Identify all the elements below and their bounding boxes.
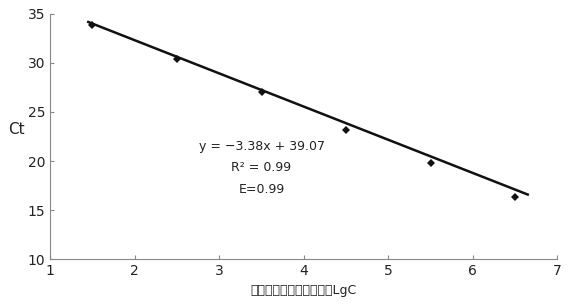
Text: R² = 0.99: R² = 0.99 [231,161,292,174]
Text: y = −3.38x + 39.07: y = −3.38x + 39.07 [198,140,324,153]
Text: E=0.99: E=0.99 [238,183,284,196]
X-axis label: 标准品质粒浓度常用对数LgC: 标准品质粒浓度常用对数LgC [251,284,357,297]
Y-axis label: Ct: Ct [9,121,25,137]
